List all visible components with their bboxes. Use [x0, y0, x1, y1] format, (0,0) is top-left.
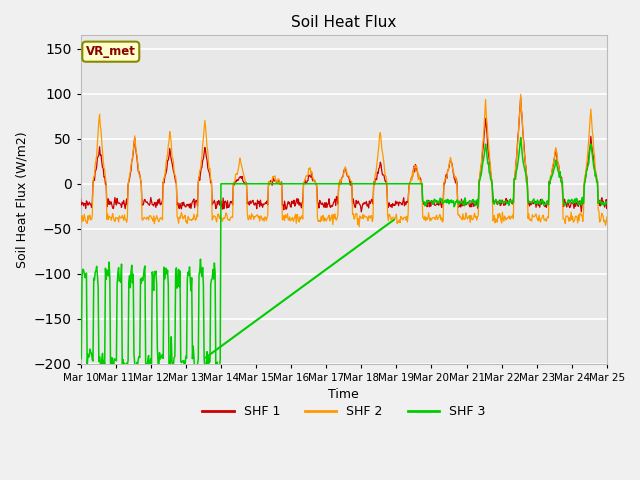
Y-axis label: Soil Heat Flux (W/m2): Soil Heat Flux (W/m2): [15, 131, 28, 268]
X-axis label: Time: Time: [328, 388, 359, 401]
Title: Soil Heat Flux: Soil Heat Flux: [291, 15, 396, 30]
Legend: SHF 1, SHF 2, SHF 3: SHF 1, SHF 2, SHF 3: [197, 400, 490, 423]
Text: VR_met: VR_met: [86, 45, 136, 58]
